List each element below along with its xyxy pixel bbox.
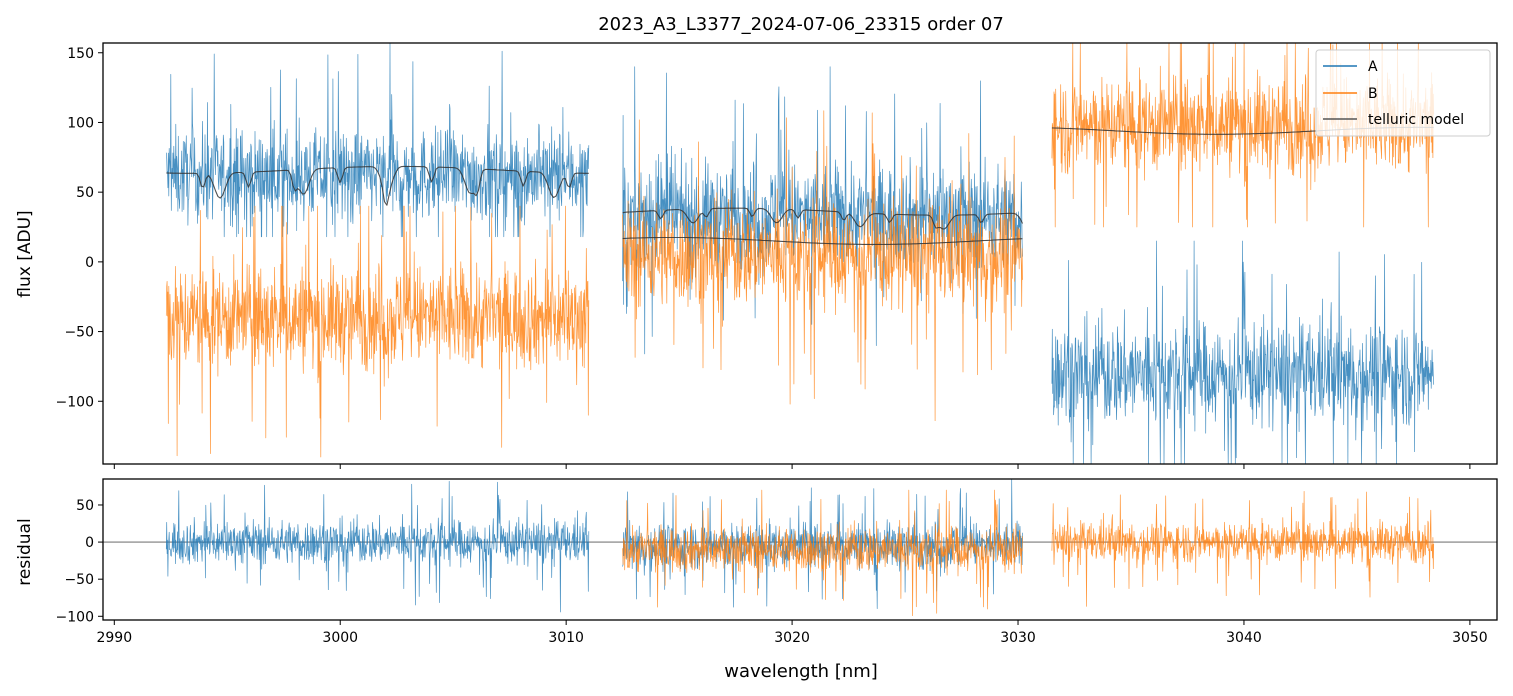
legend-label-a: A (1368, 59, 1378, 75)
residual-xtick-label-3030: 3030 (1000, 630, 1036, 646)
flux-series-a-segment-2 (1051, 240, 1435, 464)
residual-ytick-label-50: 50 (76, 498, 94, 514)
residual-ytick-label--100: −100 (56, 609, 94, 625)
residual-xtick-label-3010: 3010 (548, 630, 584, 646)
residual-series-b-segment-1 (1051, 491, 1435, 607)
legend-box (1315, 49, 1491, 137)
flux-ytick-label-0: 0 (85, 255, 94, 271)
residual-ytick-label-0: 0 (85, 535, 94, 551)
flux-ylabel: flux [ADU] (15, 210, 35, 297)
flux-ytick-label-150: 150 (67, 46, 94, 62)
residual-series-a-segment-0 (165, 480, 590, 613)
legend-entry-b[interactable]: B (1323, 86, 1378, 102)
flux-series-telluric-model-segment-1 (622, 207, 1023, 230)
flux-series-a-segment-0 (165, 43, 590, 238)
flux-series-telluric-model-segment-2 (622, 236, 1023, 245)
residual-ylabel: residual (15, 518, 35, 585)
legend-label-telluric-model: telluric model (1368, 112, 1464, 128)
flux-ytick-label-100: 100 (67, 115, 94, 131)
flux-panel-frame (102, 42, 1498, 465)
residual-panel-data (103, 479, 1497, 617)
residual-xtick-label-3020: 3020 (774, 630, 810, 646)
legend-entry-telluric-model[interactable]: telluric model (1323, 112, 1464, 128)
legend-label-b: B (1368, 86, 1378, 102)
flux-series-telluric-model-segment-0 (166, 165, 589, 206)
residual-xtick-label-3000: 3000 (322, 630, 358, 646)
residual-panel-frame (102, 478, 1498, 621)
legend[interactable]: A B telluric model (1315, 49, 1491, 137)
residual-series-a-segment-1 (622, 479, 1023, 609)
flux-ytick-label-50: 50 (76, 185, 94, 201)
residual-xtick-label-3050: 3050 (1452, 630, 1488, 646)
chart-title: 2023_A3_L3377_2024-07-06_23315 order 07 (598, 14, 1004, 35)
flux-panel-axes: −100 −50 0 50 100 150 (56, 46, 1471, 469)
flux-series-b-segment-1 (622, 110, 1023, 422)
xlabel: wavelength [nm] (724, 661, 878, 682)
flux-ytick-label--50: −50 (64, 325, 94, 341)
residual-xtick-label-2990: 2990 (96, 630, 132, 646)
flux-series-b-segment-0 (165, 205, 590, 458)
residual-panel-axes: 2990 3000 3010 3020 3030 3040 3050 −100 −50 0 50 (56, 498, 1488, 646)
legend-entry-a[interactable]: A (1323, 59, 1378, 75)
flux-panel-data (165, 43, 1435, 464)
residual-ytick-label--50: −50 (64, 572, 94, 588)
flux-ytick-label--100: −100 (56, 394, 94, 410)
residual-series-b-segment-0 (622, 489, 1023, 617)
residual-xtick-label-3040: 3040 (1226, 630, 1262, 646)
